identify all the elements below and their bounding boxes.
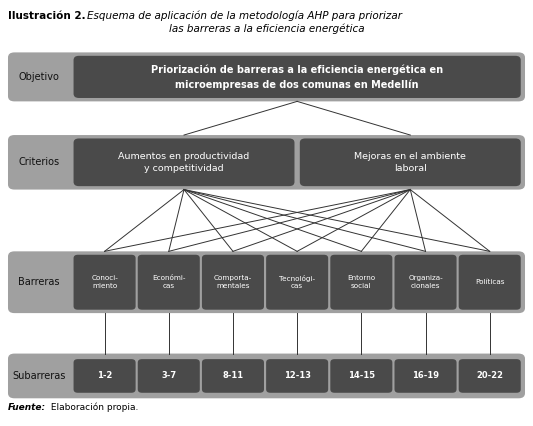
Text: Organiza-
cionales: Organiza- cionales [408,276,443,289]
FancyBboxPatch shape [266,255,328,310]
FancyBboxPatch shape [74,138,294,186]
Text: 16-19: 16-19 [412,371,439,380]
FancyBboxPatch shape [202,359,264,393]
FancyBboxPatch shape [459,255,521,310]
Text: Conoci-
miento: Conoci- miento [91,276,118,289]
Text: Tecnológi-
cas: Tecnológi- cas [279,275,315,290]
Text: 1-2: 1-2 [97,371,112,380]
Text: 8-11: 8-11 [222,371,244,380]
Text: Ilustración 2.: Ilustración 2. [8,11,89,20]
FancyBboxPatch shape [266,359,328,393]
Text: Priorización de barreras a la eficiencia energética en
microempresas de dos comu: Priorización de barreras a la eficiencia… [151,64,443,89]
Text: las barreras a la eficiencia energética: las barreras a la eficiencia energética [168,23,365,34]
FancyBboxPatch shape [394,359,457,393]
FancyBboxPatch shape [138,255,200,310]
Text: Mejoras en el ambiente
laboral: Mejoras en el ambiente laboral [354,152,466,173]
Text: Comporta-
mentales: Comporta- mentales [214,276,252,289]
Text: Subarreras: Subarreras [12,371,66,381]
FancyBboxPatch shape [202,255,264,310]
Text: Entorno
social: Entorno social [348,276,375,289]
Text: Aumentos en productividad
y competitividad: Aumentos en productividad y competitivid… [118,152,249,173]
Text: Barreras: Barreras [18,277,59,287]
Text: 20-22: 20-22 [476,371,503,380]
FancyBboxPatch shape [8,135,525,190]
FancyBboxPatch shape [394,255,457,310]
FancyBboxPatch shape [74,56,521,98]
Text: Objetivo: Objetivo [18,72,59,82]
Text: Esquema de aplicación de la metodología AHP para priorizar: Esquema de aplicación de la metodología … [87,11,402,21]
Text: 14-15: 14-15 [348,371,375,380]
FancyBboxPatch shape [74,255,135,310]
Text: 12-13: 12-13 [284,371,311,380]
FancyBboxPatch shape [300,138,521,186]
Text: 3-7: 3-7 [161,371,176,380]
Text: Elaboración propia.: Elaboración propia. [48,403,139,412]
FancyBboxPatch shape [330,359,392,393]
Text: Fuente:: Fuente: [8,403,46,412]
FancyBboxPatch shape [8,354,525,398]
FancyBboxPatch shape [459,359,521,393]
Text: Criterios: Criterios [18,157,59,167]
Text: Políticas: Políticas [475,279,504,285]
FancyBboxPatch shape [330,255,392,310]
FancyBboxPatch shape [8,251,525,313]
FancyBboxPatch shape [8,52,525,101]
FancyBboxPatch shape [74,359,135,393]
FancyBboxPatch shape [138,359,200,393]
Text: Económi-
cas: Económi- cas [152,276,185,289]
